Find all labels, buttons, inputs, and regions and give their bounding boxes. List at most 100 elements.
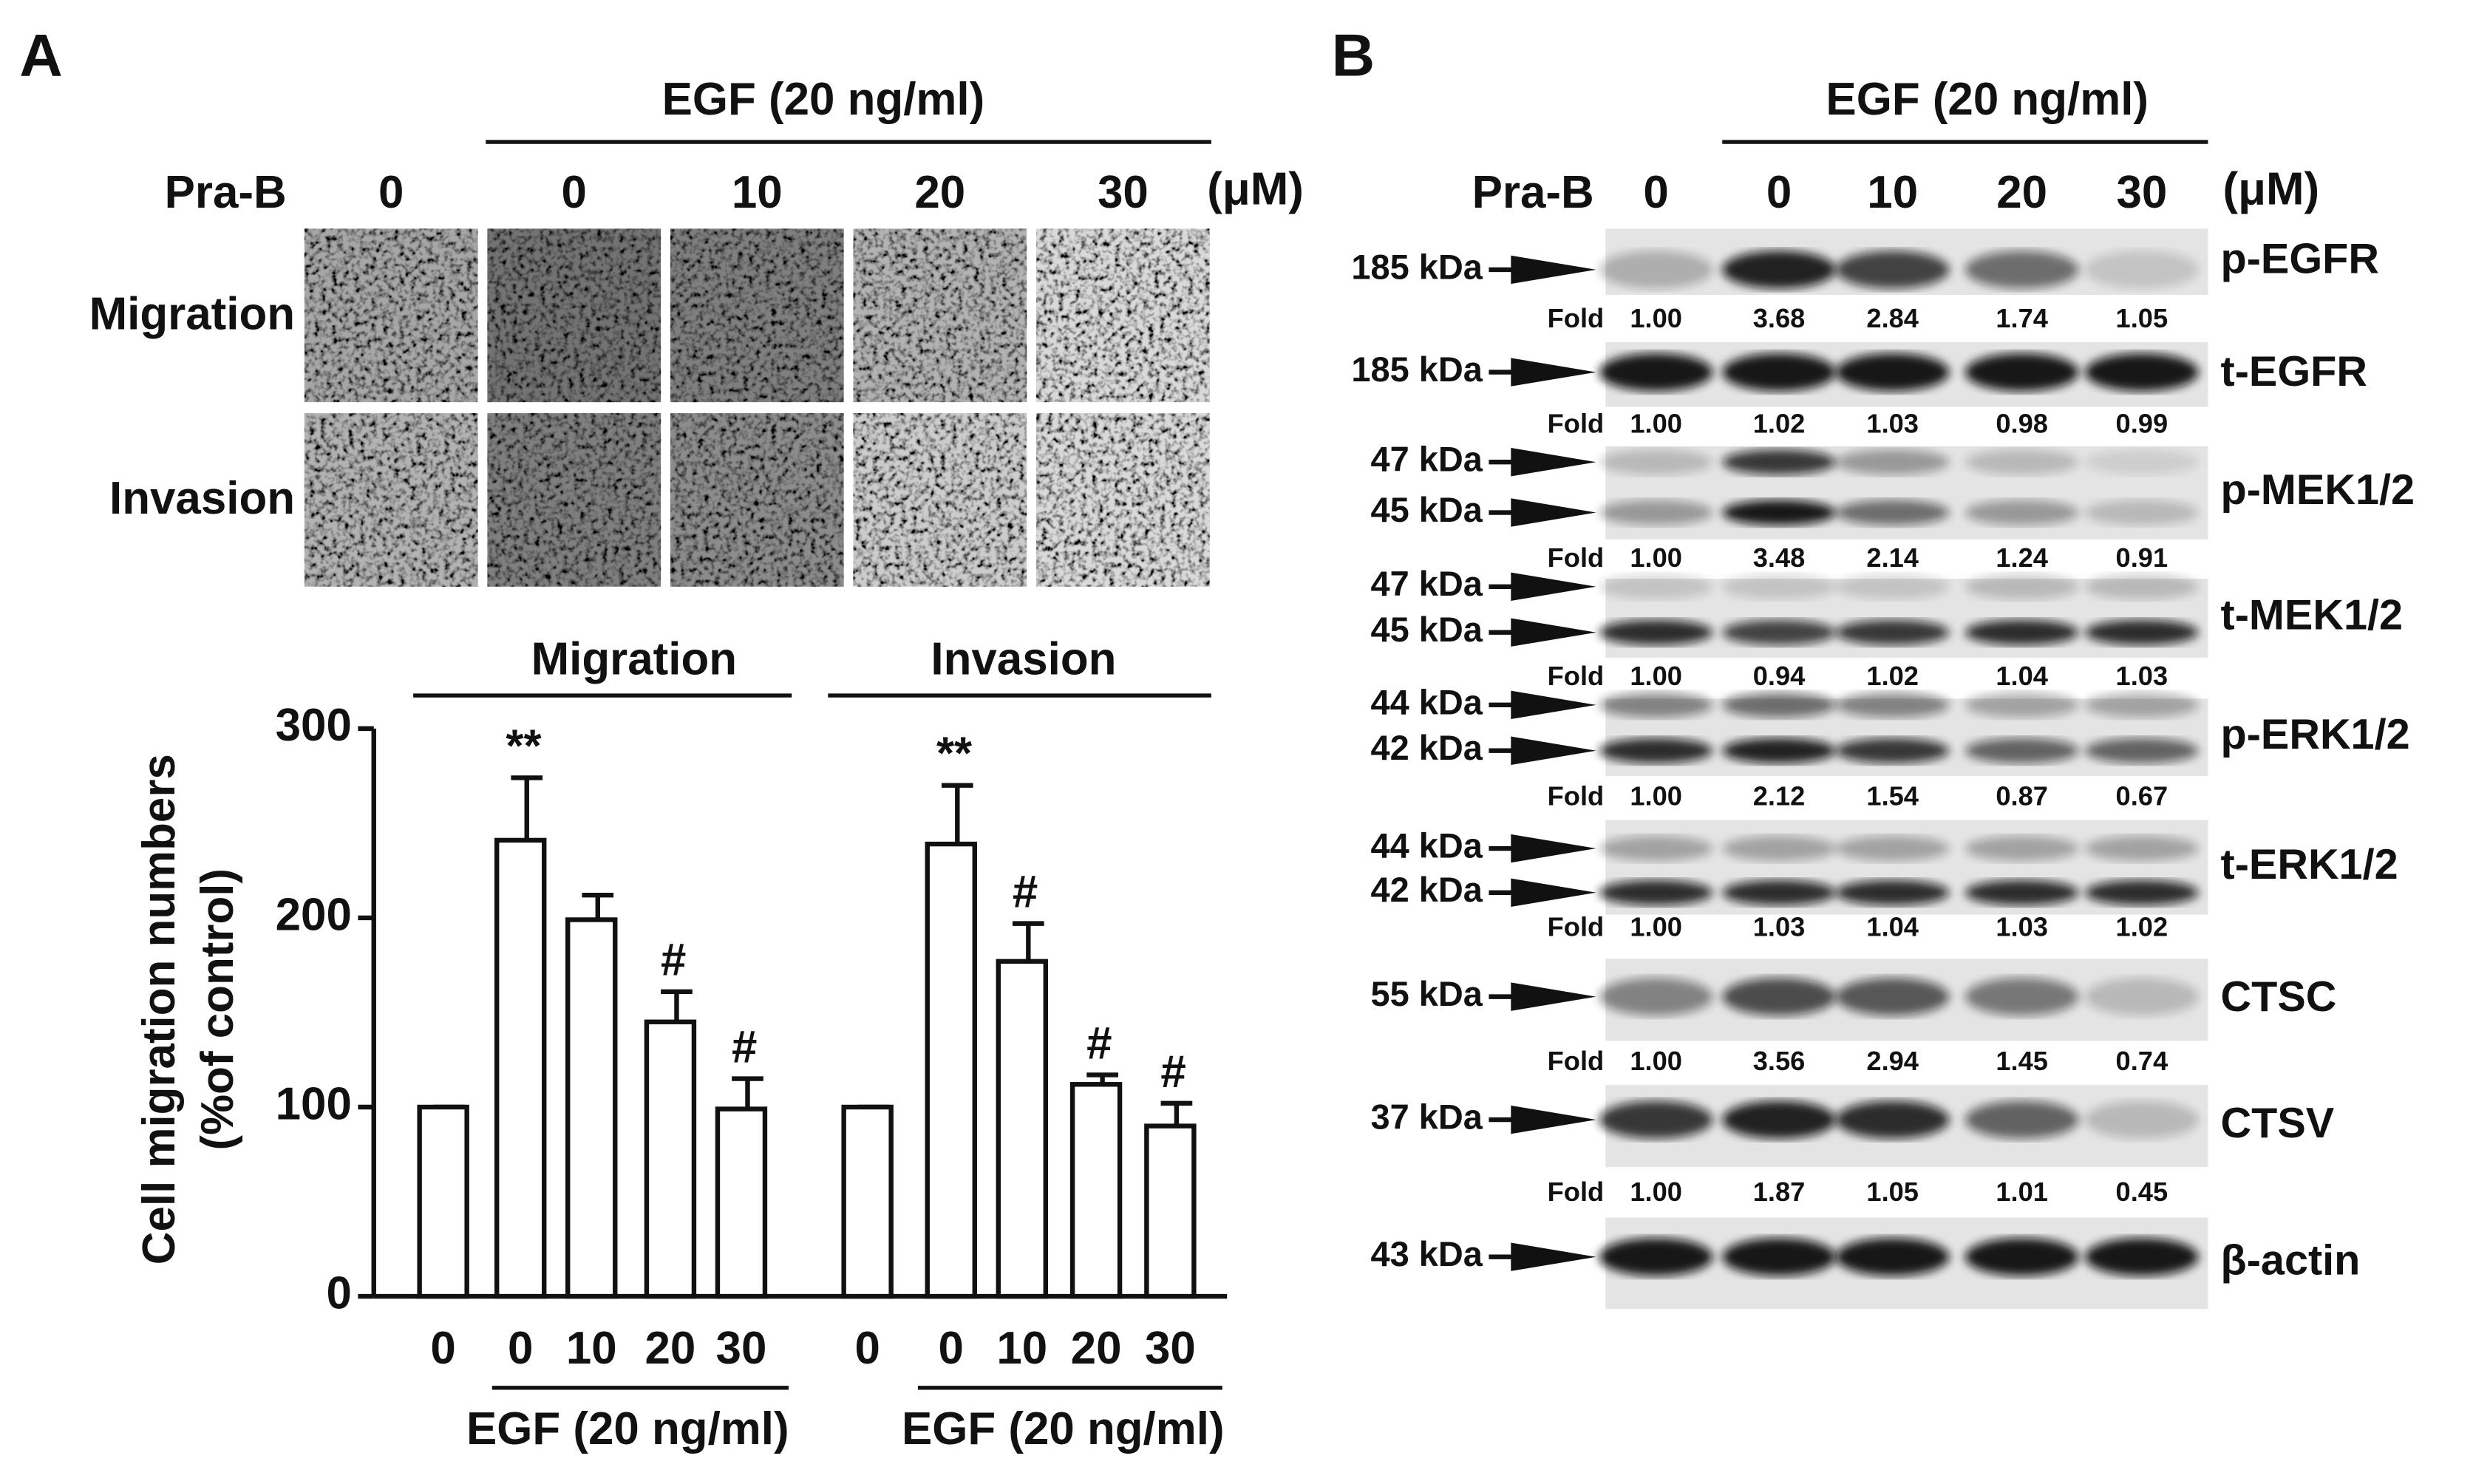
- significance-label: **: [936, 729, 973, 780]
- dose-label: 30: [2116, 167, 2167, 218]
- micrograph-tone: [670, 413, 844, 587]
- marker-label: 47 kDa: [1371, 565, 1483, 603]
- blot-band: [1965, 573, 2079, 599]
- marker-label: 185 kDa: [1351, 248, 1483, 286]
- blot-band: [2085, 573, 2199, 599]
- fold-value: 0.99: [2116, 409, 2168, 439]
- marker-arrow-head: [1511, 498, 1596, 527]
- fold-value: 3.48: [1753, 542, 1806, 573]
- micrograph: [670, 413, 844, 587]
- blot-band: [1599, 500, 1713, 525]
- fold-value: 2.14: [1866, 542, 1919, 573]
- blot-band: [1965, 692, 2079, 718]
- x-tick-label: 0: [939, 1323, 964, 1374]
- significance-label: #: [661, 935, 686, 986]
- fold-value: 1.04: [1996, 661, 2048, 691]
- blot-band: [1965, 1238, 2079, 1276]
- blot-band: [1722, 1100, 1836, 1139]
- marker-label: 55 kDa: [1371, 975, 1483, 1013]
- protein-label: CTSV: [2221, 1100, 2335, 1147]
- marker-label: 47 kDa: [1371, 440, 1483, 479]
- x-tick-label: 0: [854, 1323, 880, 1374]
- marker-label: 37 kDa: [1371, 1097, 1483, 1136]
- dose-label: 0: [1643, 167, 1668, 218]
- blot-band: [1599, 573, 1713, 599]
- micrograph-tone: [853, 228, 1027, 403]
- blot-band: [2085, 1238, 2199, 1276]
- fold-value: 1.00: [1630, 780, 1682, 811]
- micrograph-tone: [1035, 228, 1210, 403]
- blot-band: [1722, 879, 1836, 905]
- egf-label: EGF (20 ng/ml): [1826, 74, 2149, 125]
- fold-value: 1.00: [1630, 661, 1682, 691]
- blot-band: [2085, 692, 2199, 718]
- protein-label: t-MEK1/2: [2221, 592, 2403, 639]
- blot-band: [2085, 835, 2199, 862]
- blot-band: [1722, 835, 1836, 862]
- blot-band: [2085, 449, 2199, 475]
- fold-value: 1.01: [1996, 1177, 2048, 1207]
- marker-arrow-head: [1511, 1242, 1596, 1271]
- x-tick-label: 20: [645, 1323, 696, 1374]
- blot-band: [1835, 879, 1950, 905]
- blot-band: [1722, 1238, 1836, 1276]
- blot-band: [1835, 835, 1950, 862]
- egf-label: EGF (20 ng/ml): [662, 74, 985, 125]
- marker-label: 43 kDa: [1371, 1235, 1483, 1273]
- fold-label: Fold: [1548, 780, 1605, 811]
- fold-value: 1.00: [1630, 1177, 1682, 1207]
- unit-label: (μM): [1207, 164, 1304, 215]
- bar: [644, 1019, 697, 1299]
- blot-band: [1965, 879, 2079, 905]
- blot-band: [1722, 449, 1836, 475]
- blot-band: [1722, 619, 1836, 645]
- marker-label: 45 kDa: [1371, 491, 1483, 529]
- protein-label: p-MEK1/2: [2221, 466, 2415, 514]
- y-tick-label: 200: [276, 889, 352, 940]
- fold-value: 1.00: [1630, 911, 1682, 942]
- x-tick-label: 30: [716, 1323, 767, 1374]
- marker-arrow-head: [1511, 736, 1596, 765]
- bar: [494, 837, 547, 1299]
- bar: [996, 959, 1048, 1299]
- fold-label: Fold: [1548, 542, 1605, 573]
- fold-value: 1.05: [2116, 303, 2168, 333]
- blot-band: [1965, 449, 2079, 475]
- dose-label: 10: [1867, 167, 1918, 218]
- bar: [1069, 1082, 1123, 1299]
- micrograph: [853, 413, 1027, 587]
- blot-band: [1835, 738, 1950, 763]
- blot-band: [1835, 251, 1950, 289]
- y-axis-label: Cell migration numbers: [134, 754, 185, 1265]
- blot-band: [1965, 738, 2079, 763]
- fold-value: 1.02: [1753, 409, 1806, 439]
- fold-value: 1.03: [1996, 911, 2048, 942]
- protein-label: p-ERK1/2: [2221, 711, 2410, 758]
- blot-band: [2085, 353, 2199, 392]
- blot-band: [1965, 978, 2079, 1016]
- fold-value: 1.45: [1996, 1046, 2048, 1076]
- blot-band: [1835, 619, 1950, 645]
- blot-band: [1722, 251, 1836, 289]
- marker-label: 185 kDa: [1351, 350, 1483, 389]
- marker-label: 44 kDa: [1371, 683, 1483, 721]
- x-tick-label: 0: [430, 1323, 455, 1374]
- micrograph-tone: [1035, 413, 1210, 587]
- blot-band: [2085, 619, 2199, 645]
- blot-band: [1599, 449, 1713, 475]
- fold-value: 0.91: [2116, 542, 2168, 573]
- protein-label: CTSC: [2221, 973, 2337, 1021]
- bar: [417, 1104, 469, 1299]
- fold-value: 2.84: [1866, 303, 1919, 333]
- blot-band: [1599, 1100, 1713, 1139]
- significance-label: #: [1013, 867, 1038, 918]
- blot-band: [1835, 692, 1950, 718]
- blot-band: [1722, 738, 1836, 763]
- fold-value: 0.74: [2116, 1046, 2168, 1076]
- group-label: Migration: [531, 634, 737, 685]
- blot-band: [2085, 500, 2199, 525]
- y-tick-label: 100: [276, 1078, 352, 1129]
- marker-arrow-head: [1511, 572, 1596, 602]
